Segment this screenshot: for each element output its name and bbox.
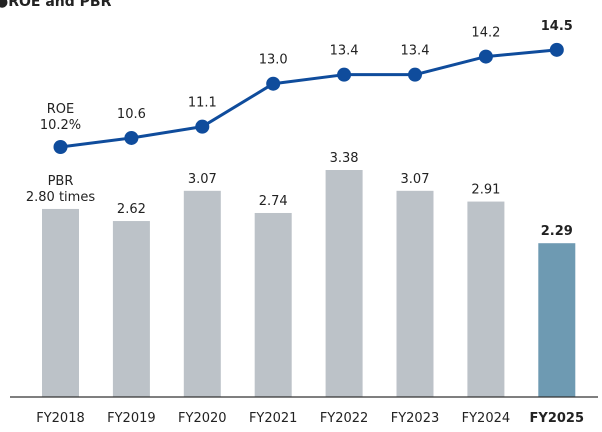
chart-title: ●ROE and PBR xyxy=(0,0,112,10)
tick-label-fy2020: FY2020 xyxy=(178,411,227,426)
roe-label-fy2025: 14.5 xyxy=(541,19,573,34)
pbr-label-fy2020: 3.07 xyxy=(188,172,217,187)
roe-point-fy2022 xyxy=(337,67,352,82)
pbr-label-fy2021: 2.74 xyxy=(259,194,288,209)
pbr-label-fy2023: 3.07 xyxy=(401,172,430,187)
roe-point-fy2023 xyxy=(408,67,422,82)
pbr-bar-fy2018 xyxy=(42,208,79,397)
pbr-label-fy2024: 2.91 xyxy=(471,183,500,198)
pbr-bar-fy2021 xyxy=(254,212,292,397)
pbr-series-name: PBR xyxy=(48,174,74,189)
tick-label-fy2018: FY2018 xyxy=(36,411,85,426)
tick-label-fy2021: FY2021 xyxy=(249,411,298,426)
roe-label-fy2022: 13.4 xyxy=(330,44,359,59)
pbr-label-fy2025: 2.29 xyxy=(541,224,573,239)
roe-line xyxy=(60,48,557,149)
tick-label-fy2019: FY2019 xyxy=(107,411,156,426)
roe-value-labels: 10.2%ROE 10.6 11.1 13.0 13.4 13.4 14.2 14.5 xyxy=(40,19,573,133)
roe-label-fy2023: 13.4 xyxy=(401,44,430,59)
roe-point-fy2019 xyxy=(124,130,139,145)
pbr-bar-fy2019 xyxy=(112,221,150,397)
pbr-bar-fy2020 xyxy=(183,190,221,397)
pbr-label-fy2022: 3.38 xyxy=(330,151,359,166)
roe-point-fy2018 xyxy=(53,140,68,154)
roe-point-fy2020 xyxy=(195,119,210,134)
roe-point-fy2024 xyxy=(478,49,493,64)
roe-point-fy2025 xyxy=(549,42,564,57)
roe-line-series xyxy=(53,42,564,154)
roe-label-fy2024: 14.2 xyxy=(471,26,500,41)
pbr-bars xyxy=(42,170,576,397)
pbr-bar-fy2024 xyxy=(467,201,505,397)
roe-label-fy2018: 10.2% xyxy=(40,118,81,133)
tick-label-fy2022: FY2022 xyxy=(320,411,369,426)
roe-series-name: ROE xyxy=(47,102,74,117)
roe-point-fy2021 xyxy=(266,76,281,91)
pbr-label-fy2019: 2.62 xyxy=(117,202,146,217)
pbr-bar-fy2023 xyxy=(396,190,434,397)
tick-label-fy2023: FY2023 xyxy=(391,411,440,426)
roe-label-fy2020: 11.1 xyxy=(188,96,217,111)
roe-label-fy2021: 13.0 xyxy=(259,53,288,68)
pbr-bar-fy2022 xyxy=(325,170,363,397)
tick-label-fy2025: FY2025 xyxy=(530,411,584,426)
tick-label-fy2024: FY2024 xyxy=(462,411,511,426)
x-axis-tick-labels: FY2018 FY2019 FY2020 FY2021 FY2022 FY2023 FY20… xyxy=(36,411,584,426)
pbr-label-fy2018: 2.80 times xyxy=(26,190,95,205)
roe-label-fy2019: 10.6 xyxy=(117,107,146,122)
pbr-bar-fy2025 xyxy=(538,243,576,397)
